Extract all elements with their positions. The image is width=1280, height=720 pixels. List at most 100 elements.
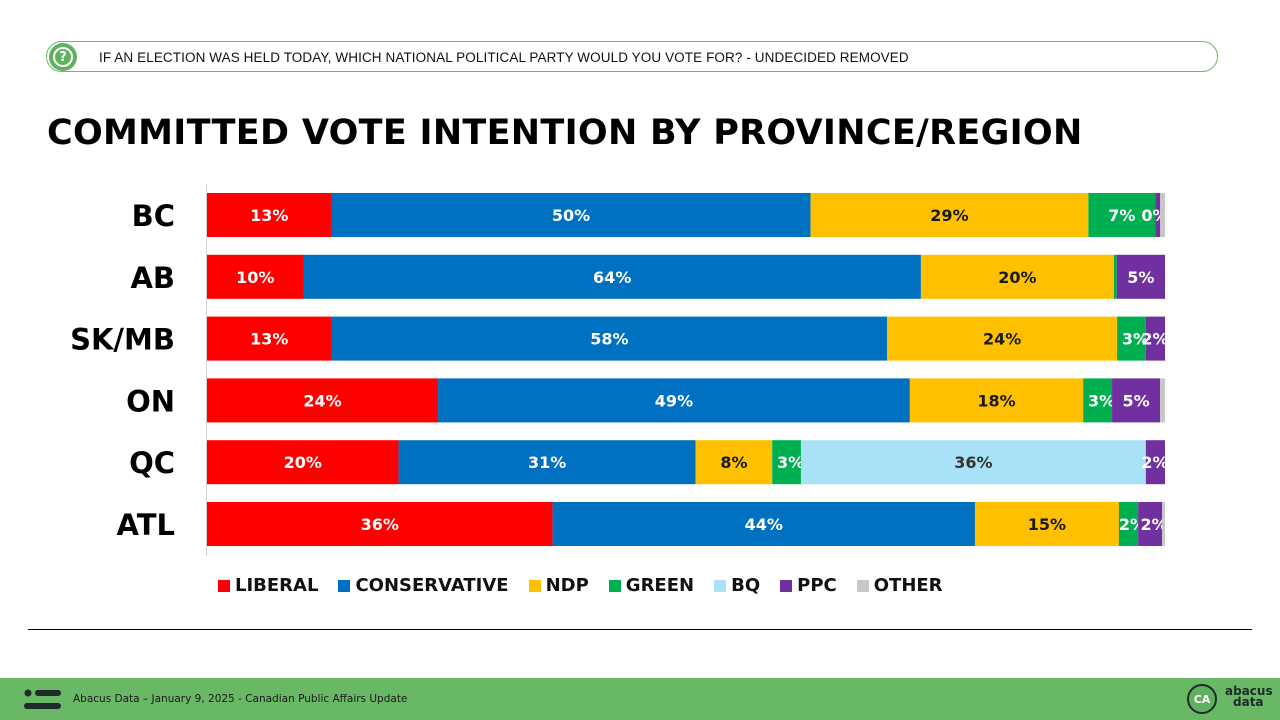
- data-label-atl-ppc: 2%: [1141, 515, 1168, 534]
- data-label-on-conservative: 49%: [655, 391, 693, 410]
- bar-atl-ppc: [1138, 502, 1163, 546]
- logo-word-1: abacus: [1225, 684, 1273, 698]
- legend-label-green: GREEN: [625, 575, 695, 596]
- stacked-bar-chart: BC 13% 50% 29% 7% 0%AB 10% 64% 20% 5%SK/MB 13% 58% 2…: [70, 184, 1168, 556]
- data-label-qc-ppc: 2%: [1141, 453, 1168, 472]
- data-label-qc-conservative: 31%: [528, 453, 566, 472]
- data-label-sk-mb-green: 3%: [1122, 330, 1149, 349]
- abacus-data-logo: CA abacus data: [1187, 682, 1275, 718]
- logo-word-2: data: [1233, 695, 1264, 709]
- legend-label-conservative: CONSERVATIVE: [355, 575, 509, 596]
- footer-bar: Abacus Data – January 9, 2025 - Canadian…: [0, 678, 1280, 720]
- bar-qc-bq: [800, 440, 1146, 485]
- legend-label-ppc: PPC: [797, 575, 837, 596]
- legend-label-liberal: LIBERAL: [235, 575, 319, 596]
- category-label-ab: AB: [130, 261, 175, 295]
- legend-item-ppc: PPC: [780, 575, 837, 596]
- data-label-sk-mb-ndp: 24%: [983, 330, 1021, 349]
- bar-ab-conservative: [303, 254, 921, 299]
- data-label-ab-conservative: 64%: [593, 268, 631, 287]
- data-label-atl-ndp: 15%: [1028, 515, 1066, 534]
- bar-ab-liberal: [207, 254, 304, 299]
- bar-atl-ndp: [974, 502, 1119, 546]
- category-label-bc: BC: [132, 199, 175, 233]
- category-label-sk-mb: SK/MB: [70, 323, 175, 357]
- data-label-bc-conservative: 50%: [552, 206, 590, 225]
- data-label-qc-liberal: 20%: [284, 453, 322, 472]
- bar-qc-green: [772, 440, 801, 485]
- question-text: IF AN ELECTION WAS HELD TODAY, WHICH NAT…: [99, 50, 909, 65]
- bar-atl-green: [1118, 502, 1139, 546]
- legend-swatch-other: [856, 579, 869, 592]
- data-label-sk-mb-conservative: 58%: [590, 330, 628, 349]
- legend-swatch-bq: [714, 579, 727, 592]
- logo-initials: CA: [1187, 684, 1217, 714]
- bar-bc-conservative: [331, 193, 811, 237]
- data-label-qc-ndp: 8%: [720, 453, 747, 472]
- bar-on-ndp: [909, 378, 1084, 423]
- legend-item-ndp: NDP: [528, 575, 589, 596]
- data-label-on-green: 3%: [1088, 391, 1115, 410]
- bar-qc-ndp: [695, 440, 773, 485]
- divider: [28, 629, 1252, 630]
- bar-sk-mb-ndp: [887, 316, 1118, 361]
- data-label-atl-conservative: 44%: [745, 515, 783, 534]
- question-banner: ? IF AN ELECTION WAS HELD TODAY, WHICH N…: [46, 41, 1218, 72]
- legend-item-bq: BQ: [714, 575, 760, 596]
- bar-on-other: [1160, 378, 1165, 423]
- category-label-on: ON: [126, 384, 175, 418]
- data-label-ab-ppc: 5%: [1127, 268, 1154, 287]
- bar-atl-liberal: [207, 502, 553, 546]
- category-label-atl: ATL: [117, 508, 175, 542]
- data-label-ab-ndp: 20%: [998, 268, 1036, 287]
- legend-swatch-ppc: [780, 579, 793, 592]
- bar-bc-green: [1088, 193, 1156, 237]
- data-label-on-ndp: 18%: [977, 391, 1015, 410]
- legend-swatch-green: [608, 579, 621, 592]
- data-label-atl-liberal: 36%: [361, 515, 399, 534]
- data-label-qc-bq: 36%: [954, 453, 992, 472]
- bar-on-green: [1083, 378, 1113, 423]
- chart-legend: LIBERAL CONSERVATIVE NDP GREEN BQ PPC OTHER: [218, 575, 943, 596]
- bar-sk-mb-green: [1117, 316, 1146, 361]
- bar-bc-ppc: [1155, 193, 1161, 237]
- bar-sk-mb-conservative: [331, 316, 888, 361]
- legend-item-green: GREEN: [608, 575, 695, 596]
- bar-qc-conservative: [398, 440, 696, 485]
- legend-label-ndp: NDP: [545, 575, 589, 596]
- bar-bc-liberal: [207, 193, 332, 237]
- data-label-sk-mb-ppc: 2%: [1141, 330, 1168, 349]
- legend-item-conservative: CONSERVATIVE: [338, 575, 509, 596]
- bar-bc-other: [1160, 193, 1165, 237]
- legend-label-bq: BQ: [731, 575, 761, 596]
- data-label-bc-green: 7%: [1108, 206, 1135, 225]
- bar-on-conservative: [438, 378, 910, 423]
- legend-swatch-ndp: [528, 579, 541, 592]
- legend-item-liberal: LIBERAL: [218, 575, 318, 596]
- page-title: COMMITTED VOTE INTENTION BY PROVINCE/REG…: [47, 113, 1083, 153]
- bar-atl-other: [1162, 502, 1165, 546]
- bar-sk-mb-ppc: [1145, 316, 1165, 361]
- bar-bc-ndp: [810, 193, 1089, 237]
- data-label-on-ppc: 5%: [1123, 391, 1150, 410]
- bar-on-ppc: [1112, 378, 1161, 423]
- data-label-bc-liberal: 13%: [250, 206, 288, 225]
- logo-wordmark: abacus data: [1225, 684, 1273, 709]
- legend-swatch-conservative: [338, 579, 351, 592]
- legend-item-other: OTHER: [856, 575, 943, 596]
- data-label-ab-liberal: 10%: [236, 268, 274, 287]
- bar-ab-green: [1113, 254, 1117, 299]
- legend-label-other: OTHER: [873, 575, 943, 596]
- abacus-mark-icon: [24, 689, 61, 709]
- bar-sk-mb-liberal: [207, 316, 332, 361]
- category-label-qc: QC: [129, 446, 175, 480]
- question-icon: ?: [49, 43, 77, 71]
- bar-ab-ppc: [1116, 254, 1165, 299]
- data-label-qc-green: 3%: [777, 453, 804, 472]
- data-label-bc-ndp: 29%: [930, 206, 968, 225]
- data-label-on-liberal: 24%: [303, 391, 341, 410]
- footer-text: Abacus Data – January 9, 2025 - Canadian…: [73, 693, 408, 705]
- bar-qc-ppc: [1145, 440, 1165, 485]
- bar-qc-liberal: [207, 440, 399, 485]
- bar-atl-conservative: [552, 502, 975, 546]
